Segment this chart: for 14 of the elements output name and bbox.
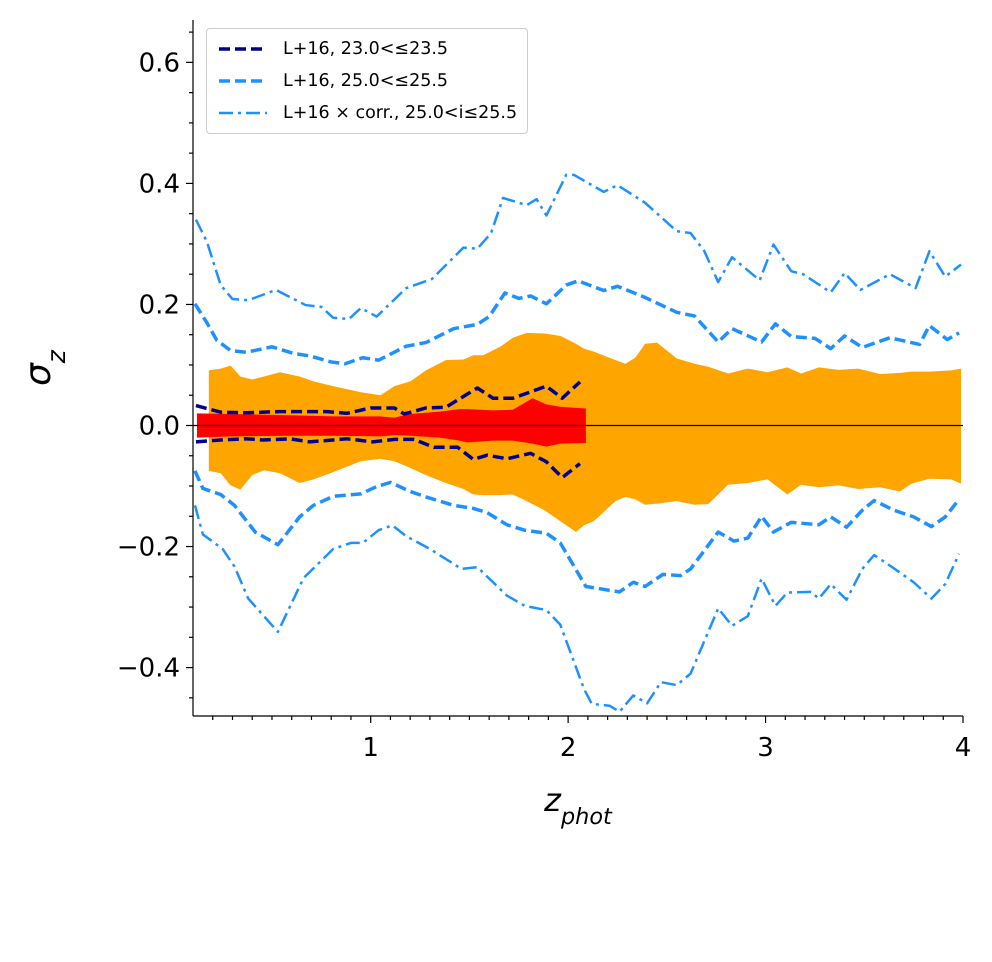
y-tick-label: 0.2: [138, 290, 180, 320]
x-tick-label: 3: [757, 733, 774, 763]
y-tick-label: 0.0: [138, 411, 180, 442]
y-tick-label: 0.4: [138, 169, 180, 200]
x-tick-label: 4: [954, 733, 972, 763]
y-tick-label: −0.4: [116, 654, 180, 684]
legend-label: L+16 × corr., 25.0<i≤25.5: [283, 103, 518, 123]
legend-label: L+16, 25.0<≤25.5: [283, 71, 448, 91]
x-axis-title: z$_{phot}$: [543, 781, 614, 830]
legend-label: L+16, 23.0<≤23.5: [283, 39, 448, 59]
y-tick-label: 0.6: [138, 48, 180, 78]
y-tick-label: −0.2: [116, 532, 180, 563]
x-tick-label: 2: [560, 733, 576, 763]
x-tick-label: 1: [362, 733, 379, 763]
